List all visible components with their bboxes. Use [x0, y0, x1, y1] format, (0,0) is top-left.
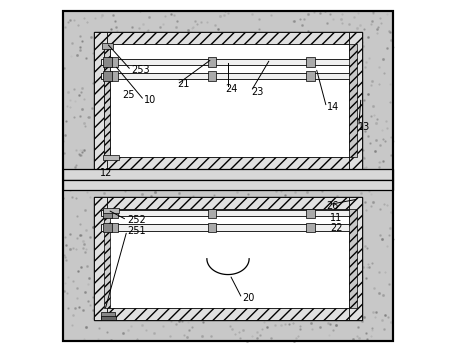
Text: 11: 11	[329, 213, 342, 222]
Text: 23: 23	[250, 87, 263, 96]
Bar	[94, 32, 106, 169]
Bar	[109, 209, 117, 218]
Text: 20: 20	[242, 294, 254, 303]
Bar	[101, 316, 116, 320]
Bar	[207, 223, 216, 232]
Bar	[103, 155, 118, 160]
Bar	[306, 209, 314, 218]
Bar	[349, 209, 356, 308]
Text: 24: 24	[225, 84, 238, 94]
Bar	[103, 208, 118, 213]
Text: 25: 25	[122, 90, 135, 100]
Text: 21: 21	[177, 80, 189, 89]
Bar	[349, 32, 361, 169]
Text: 14: 14	[326, 102, 338, 112]
Text: 26: 26	[325, 201, 338, 210]
Bar	[104, 209, 110, 308]
Bar	[306, 71, 314, 81]
Bar	[104, 44, 110, 157]
Bar	[306, 223, 314, 232]
Bar	[94, 308, 361, 320]
Bar	[109, 71, 117, 81]
Bar	[349, 197, 361, 320]
Bar	[101, 59, 354, 65]
Text: 10: 10	[144, 95, 156, 105]
Bar	[94, 32, 361, 44]
Bar	[207, 209, 216, 218]
Bar	[102, 71, 111, 81]
Text: 251: 251	[126, 226, 145, 235]
Bar	[207, 71, 216, 81]
Bar	[306, 57, 314, 67]
Bar	[102, 223, 111, 232]
Bar	[94, 157, 361, 169]
Bar	[101, 312, 115, 318]
Text: 22: 22	[329, 223, 342, 233]
Bar	[109, 57, 117, 67]
Bar	[94, 32, 361, 169]
Bar	[94, 197, 361, 209]
Text: 12: 12	[99, 168, 111, 178]
Bar	[104, 44, 110, 157]
Bar	[62, 169, 393, 180]
Bar	[101, 224, 354, 231]
Bar	[94, 197, 106, 320]
Bar	[207, 57, 216, 67]
Bar	[94, 197, 361, 320]
Bar	[101, 210, 354, 216]
Text: 252: 252	[126, 215, 146, 225]
Text: 253: 253	[131, 65, 150, 75]
Bar	[102, 57, 111, 67]
Bar	[62, 180, 393, 190]
Text: 13: 13	[357, 122, 369, 132]
Bar	[102, 43, 113, 49]
Bar	[101, 73, 354, 79]
Bar	[102, 209, 111, 218]
Bar	[109, 223, 117, 232]
Bar	[349, 44, 356, 157]
